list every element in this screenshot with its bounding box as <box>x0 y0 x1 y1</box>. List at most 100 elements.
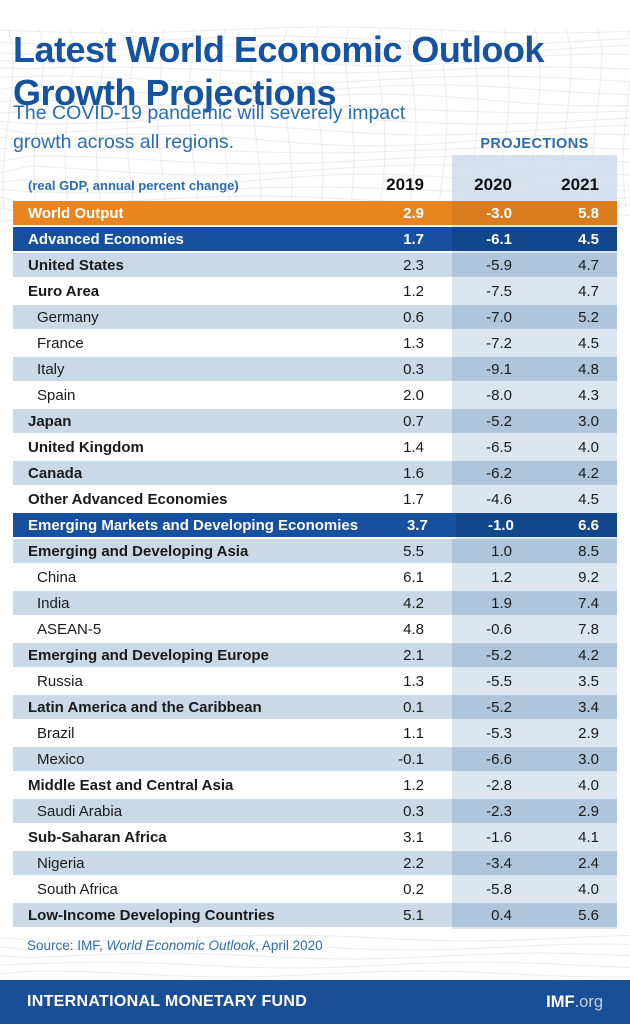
subtitle: The COVID-19 pandemic will severely impa… <box>13 102 406 153</box>
page-title-line2: Growth Projections <box>13 72 337 114</box>
value-2020: 1.2 <box>452 565 540 591</box>
table-row: Latin America and the Caribbean 0.1 -5.2 3.… <box>13 695 617 721</box>
row-label: Advanced Economies <box>13 227 352 253</box>
value-2021: 4.5 <box>540 227 617 253</box>
source-note: Source: IMF, World Economic Outlook, Apr… <box>27 938 323 953</box>
value-2020: -2.3 <box>452 799 540 825</box>
table-row: South Africa 0.2 -5.8 4.0 <box>13 877 617 903</box>
value-2019: 3.7 <box>358 513 456 539</box>
value-2020: -3.0 <box>452 201 540 227</box>
value-2021: 3.4 <box>540 695 617 721</box>
value-2021: 6.6 <box>541 513 617 539</box>
value-2021: 4.5 <box>540 331 617 357</box>
table-row: World Output 2.9 -3.0 5.8 <box>13 201 617 227</box>
value-2019: 4.8 <box>352 617 452 643</box>
value-2021: 4.0 <box>540 435 617 461</box>
row-label: France <box>13 331 352 357</box>
table-column-header: (real GDP, annual percent change) 2019 2… <box>13 163 617 201</box>
value-2020: -6.1 <box>452 227 540 253</box>
value-2021: 4.2 <box>540 461 617 487</box>
row-label: Low-Income Developing Countries <box>13 903 352 929</box>
table-row: Mexico -0.1 -6.6 3.0 <box>13 747 617 773</box>
value-2020: -3.4 <box>452 851 540 877</box>
value-2019: 0.3 <box>352 799 452 825</box>
value-2020: -4.6 <box>452 487 540 513</box>
projections-shade-band <box>452 155 617 201</box>
unit-note: (real GDP, annual percent change) <box>28 178 239 193</box>
row-label: China <box>13 565 352 591</box>
value-2021: 4.0 <box>540 773 617 799</box>
row-label: ASEAN-5 <box>13 617 352 643</box>
row-label: Emerging and Developing Asia <box>13 539 352 565</box>
source-prefix: Source: IMF, <box>27 938 107 953</box>
table-row: Emerging Markets and Developing Economie… <box>13 513 617 539</box>
table-row: ASEAN-5 4.8 -0.6 7.8 <box>13 617 617 643</box>
table-row: Nigeria 2.2 -3.4 2.4 <box>13 851 617 877</box>
table-row: Advanced Economies 1.7 -6.1 4.5 <box>13 227 617 253</box>
table-row: India 4.2 1.9 7.4 <box>13 591 617 617</box>
table-row: Brazil 1.1 -5.3 2.9 <box>13 721 617 747</box>
projections-label: PROJECTIONS <box>480 136 589 152</box>
value-2019: 1.2 <box>352 773 452 799</box>
value-2019: 0.1 <box>352 695 452 721</box>
row-label: Saudi Arabia <box>13 799 352 825</box>
table-row: Saudi Arabia 0.3 -2.3 2.9 <box>13 799 617 825</box>
table-row: Germany 0.6 -7.0 5.2 <box>13 305 617 331</box>
value-2019: 1.3 <box>352 669 452 695</box>
row-label: United States <box>13 253 352 279</box>
table-row: Spain 2.0 -8.0 4.3 <box>13 383 617 409</box>
value-2020: -7.5 <box>452 279 540 305</box>
value-2021: 4.1 <box>540 825 617 851</box>
row-label: Other Advanced Economies <box>13 487 352 513</box>
value-2021: 8.5 <box>540 539 617 565</box>
value-2020: -2.8 <box>452 773 540 799</box>
table-row: United States 2.3 -5.9 4.7 <box>13 253 617 279</box>
footer-url-org: .org <box>574 992 603 1011</box>
value-2021: 7.4 <box>540 591 617 617</box>
value-2019: 2.3 <box>352 253 452 279</box>
value-2019: 2.0 <box>352 383 452 409</box>
column-header-2020: 2020 <box>474 175 512 194</box>
table-row: Middle East and Central Asia 1.2 -2.8 4.0 <box>13 773 617 799</box>
value-2020: -6.5 <box>452 435 540 461</box>
value-2019: 4.2 <box>352 591 452 617</box>
value-2021: 2.9 <box>540 721 617 747</box>
row-label: Brazil <box>13 721 352 747</box>
value-2020: -6.6 <box>452 747 540 773</box>
value-2021: 4.7 <box>540 253 617 279</box>
value-2020: -1.0 <box>455 513 542 539</box>
page-title: Latest World Economic Outlook Growth Pro… <box>13 28 544 114</box>
footer-imf-org-link[interactable]: IMF.org <box>546 993 603 1012</box>
table-row: Emerging and Developing Asia 5.5 1.0 8.5 <box>13 539 617 565</box>
value-2021: 5.8 <box>540 201 617 227</box>
value-2021: 5.2 <box>540 305 617 331</box>
value-2019: 2.2 <box>352 851 452 877</box>
value-2021: 7.8 <box>540 617 617 643</box>
value-2020: -0.6 <box>452 617 540 643</box>
column-header-2019: 2019 <box>386 175 424 194</box>
table-row: Sub-Saharan Africa 3.1 -1.6 4.1 <box>13 825 617 851</box>
value-2020: -5.9 <box>452 253 540 279</box>
footer-url-imf: IMF <box>546 992 575 1011</box>
row-label: Mexico <box>13 747 352 773</box>
source-suffix: , April 2020 <box>255 938 323 953</box>
row-label: Russia <box>13 669 352 695</box>
table-row: Italy 0.3 -9.1 4.8 <box>13 357 617 383</box>
value-2021: 2.9 <box>540 799 617 825</box>
row-label: Emerging Markets and Developing Economie… <box>13 513 359 539</box>
value-2019: 1.7 <box>352 227 452 253</box>
page-title-line1: Latest World Economic Outlook <box>13 29 544 71</box>
value-2020: -5.3 <box>452 721 540 747</box>
value-2019: 0.3 <box>352 357 452 383</box>
value-2021: 4.3 <box>540 383 617 409</box>
value-2019: 1.4 <box>352 435 452 461</box>
value-2020: -5.2 <box>452 409 540 435</box>
value-2019: 3.1 <box>352 825 452 851</box>
row-label: Spain <box>13 383 352 409</box>
row-label: Japan <box>13 409 352 435</box>
table-row: United Kingdom 1.4 -6.5 4.0 <box>13 435 617 461</box>
row-label: Canada <box>13 461 352 487</box>
value-2021: 2.4 <box>540 851 617 877</box>
value-2020: 1.9 <box>452 591 540 617</box>
